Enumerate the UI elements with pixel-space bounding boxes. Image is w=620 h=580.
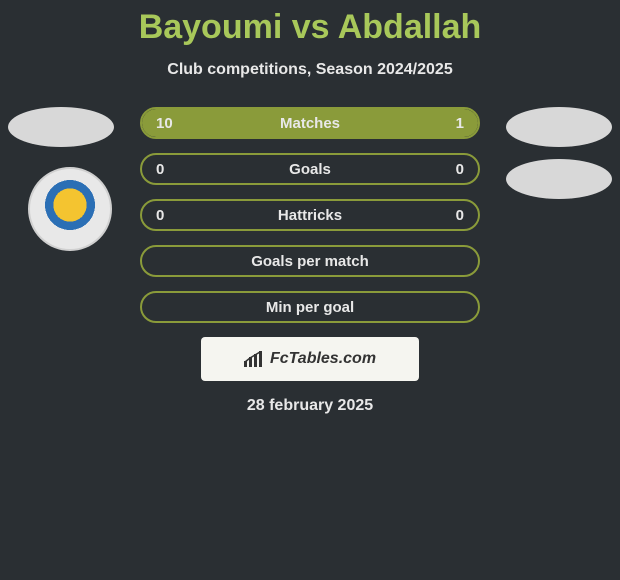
bar-label: Hattricks	[278, 207, 342, 224]
date: 28 february 2025	[0, 397, 620, 415]
player-left-avatar	[8, 107, 114, 147]
bar-label: Goals per match	[251, 253, 369, 270]
watermark: FcTables.com	[201, 337, 419, 381]
bar-label: Min per goal	[266, 299, 354, 316]
bar-value-right: 0	[456, 207, 464, 224]
bar-value-left: 0	[156, 207, 164, 224]
bar-value-left: 10	[156, 115, 173, 132]
stat-bar-row: 0 Hattricks 0	[140, 199, 480, 231]
chart-icon	[244, 351, 264, 367]
bar-value-left: 0	[156, 161, 164, 178]
bar-fill-left	[142, 109, 411, 137]
club-badge-left	[28, 167, 112, 251]
stat-bar-row: Min per goal	[140, 291, 480, 323]
bar-value-right: 0	[456, 161, 464, 178]
stat-bar-row: 10 Matches 1	[140, 107, 480, 139]
stat-bar-row: Goals per match	[140, 245, 480, 277]
bar-value-right: 1	[456, 115, 464, 132]
bar-label: Goals	[289, 161, 331, 178]
bar-label: Matches	[280, 115, 340, 132]
stats-area: 10Matches10Goals00Hattricks0Goals per ma…	[0, 107, 620, 323]
stat-bars: 10Matches10Goals00Hattricks0Goals per ma…	[140, 107, 480, 323]
watermark-text: FcTables.com	[270, 350, 376, 368]
subtitle: Club competitions, Season 2024/2025	[0, 61, 620, 79]
player-right-avatar	[506, 107, 612, 147]
page-title: Bayoumi vs Abdallah	[0, 8, 620, 47]
bar-fill-right	[411, 109, 478, 137]
stat-bar-row: 0 Goals 0	[140, 153, 480, 185]
club-badge-right	[506, 159, 612, 199]
